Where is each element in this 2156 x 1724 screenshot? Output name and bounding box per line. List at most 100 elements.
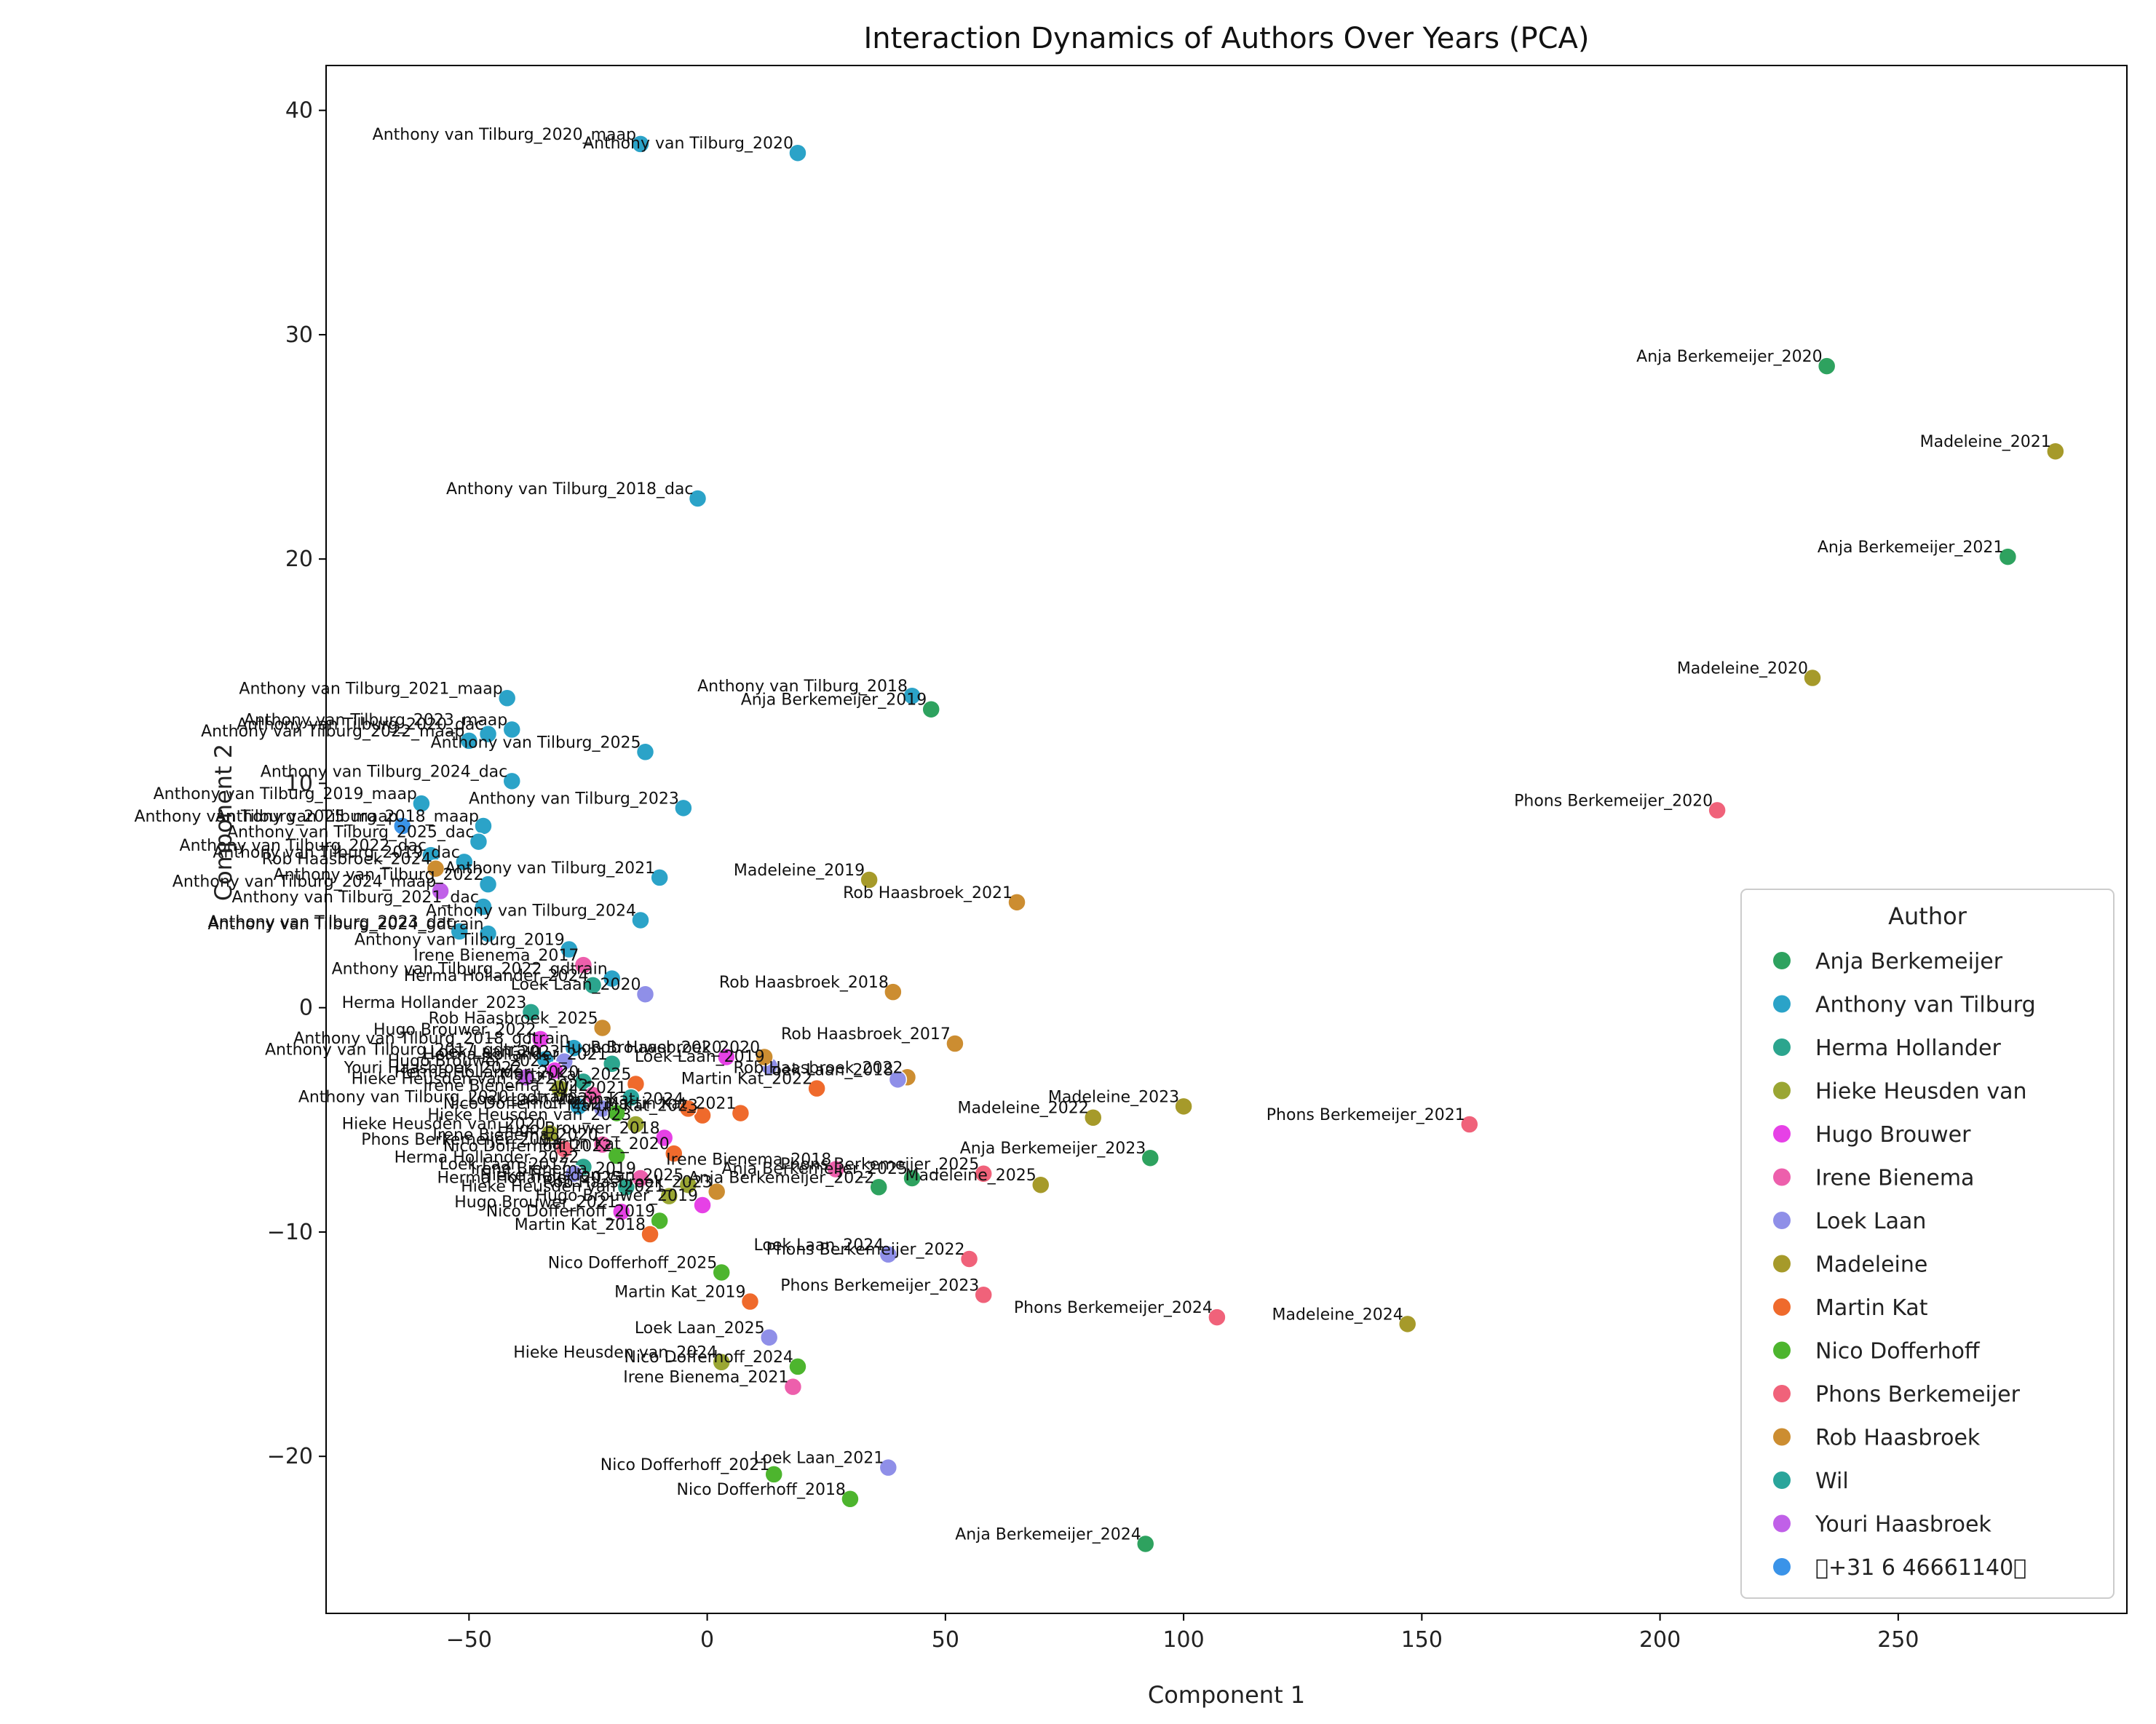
legend-label: Phons Berkemeijer	[1815, 1382, 2021, 1407]
point-label: Irene Bienema_2017	[413, 947, 579, 965]
scatter-point	[450, 922, 469, 941]
point-label: Herma Hollander_2020	[395, 1063, 579, 1081]
scatter-point	[631, 1169, 650, 1188]
scatter-point	[502, 720, 522, 739]
scatter-point	[583, 976, 603, 995]
scatter-point	[555, 1140, 574, 1159]
legend-marker	[1773, 1471, 1791, 1489]
x-tick-label: 200	[1639, 1627, 1681, 1653]
legend-label: Anja Berkemeijer	[1815, 949, 2003, 974]
scatter-point	[635, 985, 655, 1004]
scatter-point	[717, 1047, 736, 1067]
point-label: Martin Kat_2023	[567, 1097, 698, 1116]
point-label: Anthony van Tilburg_2020_maap	[373, 126, 636, 144]
point-label: Anthony van Tilburg_2018_dac	[446, 480, 693, 498]
legend-label: Nico Dofferhoff	[1815, 1339, 1981, 1364]
point-label: Martin Kat_2022	[681, 1070, 812, 1089]
x-tick-label: −50	[446, 1627, 492, 1653]
point-label: Wil_2021	[553, 1079, 626, 1097]
scatter-point	[1007, 893, 1026, 912]
point-label: Phons Berkemeijer_2024	[1014, 1299, 1213, 1317]
scatter-point	[607, 1146, 626, 1165]
point-label: Herma Hollander_2024	[404, 967, 589, 985]
scatter-point	[560, 940, 579, 959]
point-label: Hieke Heusden van_2025	[480, 1167, 683, 1185]
point-label: Anthony van Tilburg_2017_gdtrain	[265, 1041, 541, 1060]
point-label: Irene Bienema_2022	[423, 1077, 588, 1095]
scatter-point	[841, 1490, 860, 1509]
point-label: Anthony van Tilburg_2019_maap	[154, 785, 417, 803]
point-label: Phons Berkemeijer_2025	[780, 1156, 979, 1174]
point-label: Anja Berkemeijer_2025	[722, 1160, 908, 1178]
legend-marker	[1773, 1255, 1791, 1273]
point-label: Rob Haasbroek_2025	[429, 1009, 598, 1028]
point-label: Anthony van Tilburg_2020	[583, 135, 793, 153]
scatter-point	[707, 1182, 726, 1201]
point-label: Phons Berkemeijer_2020	[1514, 792, 1713, 810]
scatter-point	[1803, 668, 1822, 688]
point-label: Anthony van Tilburg_2018_maap	[215, 808, 479, 826]
y-tick-label: −20	[267, 1444, 313, 1469]
legend-marker	[1773, 952, 1791, 969]
point-label: Anthony van Tilburg_2020_gdtrain	[298, 1088, 574, 1106]
scatter-point	[574, 1072, 593, 1092]
scatter-point	[922, 699, 940, 719]
point-label: Anthony van Tilburg_2024_dac	[261, 763, 507, 781]
scatter-point	[550, 1079, 569, 1098]
point-label: Madeleine_2020	[1677, 660, 1808, 678]
x-axis-title: Component 1	[1148, 1681, 1305, 1709]
legend-label: Loek Laan	[1815, 1209, 1926, 1234]
scatter-point	[583, 1086, 603, 1105]
point-label: Hieke Heusden van_2024	[513, 1344, 717, 1362]
point-label: Phons Berkemeijer_2023	[780, 1276, 979, 1295]
point-label: Anthony van Tilburg_2023_maap	[244, 711, 507, 729]
point-label: Anthony van Tilburg_2018	[697, 678, 908, 696]
scatter-point	[607, 1103, 626, 1123]
point-label: Anja Berkemeijer_2021	[1818, 539, 2004, 557]
scatter-point	[712, 1352, 731, 1372]
scatter-point	[674, 798, 693, 818]
scatter-point	[959, 1250, 979, 1268]
x-tick-label: 100	[1162, 1627, 1204, 1653]
point-label: Martin Kat_2018	[515, 1216, 646, 1234]
point-label: Rob Haasbroek_2018	[719, 974, 889, 992]
point-label: Hugo Brouwer_2022	[373, 1021, 536, 1039]
point-label: Madeleine_2025	[905, 1167, 1037, 1185]
point-label: Loek Laan_2024	[754, 1236, 884, 1255]
point-label: Nico Dofferhoff_2019	[486, 1203, 655, 1221]
legend-label: Martin Kat	[1815, 1295, 1928, 1321]
scatter-point	[545, 1061, 564, 1080]
scatter-point	[826, 1159, 846, 1179]
scatter-point	[602, 1054, 622, 1073]
scatter-point	[1208, 1308, 1226, 1327]
point-label: Martin Kat_2020	[538, 1135, 669, 1153]
scatter-point	[1460, 1115, 1479, 1134]
scatter-point	[693, 1196, 712, 1215]
point-label: Madeleine_2021	[1920, 433, 2051, 451]
scatter-point	[592, 1135, 612, 1154]
point-label: Loek Laan_2017	[440, 1156, 570, 1174]
point-label: Rob Haasbroek_2023	[543, 1173, 713, 1191]
x-tick-label: 250	[1877, 1627, 1919, 1653]
point-label: Irene Bienema_2018	[666, 1151, 831, 1169]
point-label: Loek Laan_2025	[635, 1319, 765, 1338]
x-tick-label: 0	[700, 1627, 714, 1653]
point-label: Rob Haasbroek_2021	[843, 884, 1012, 902]
point-label: Anja Berkemeijer_2024	[955, 1525, 1141, 1544]
point-label: Hugo Brouwer_2018	[497, 1119, 660, 1137]
point-label: Hugo Brouwer_2019	[536, 1187, 699, 1205]
scatter-point	[540, 1124, 560, 1143]
scatter-point	[2046, 442, 2065, 461]
scatter-point	[521, 1003, 541, 1022]
point-label: Nico Dofferhoff_2024	[625, 1348, 793, 1367]
point-label: Anthony van Tilburg_2019	[354, 931, 565, 950]
y-tick-label: 10	[285, 771, 313, 796]
scatter-point	[869, 1177, 888, 1197]
point-label: Phons Berkemeijer_2021	[1267, 1106, 1465, 1124]
legend-label: Hugo Brouwer	[1815, 1122, 1971, 1148]
scatter-point	[392, 817, 412, 835]
legend-label: Hieke Heusden van	[1815, 1079, 2027, 1105]
point-label: Phons Berkemeijer_2022	[766, 1241, 965, 1259]
scatter-point	[974, 1164, 993, 1183]
